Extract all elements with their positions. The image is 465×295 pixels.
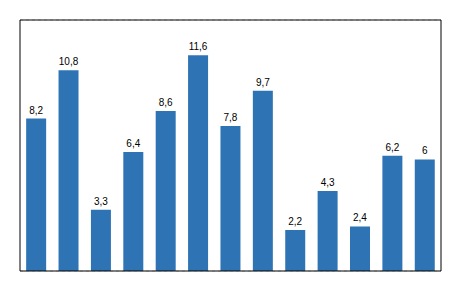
svg-text:6,2: 6,2 bbox=[385, 142, 399, 153]
svg-text:6: 6 bbox=[422, 145, 428, 156]
svg-text:7,8: 7,8 bbox=[224, 112, 238, 123]
svg-text:3,3: 3,3 bbox=[94, 196, 108, 207]
svg-text:11,6: 11,6 bbox=[189, 41, 208, 52]
svg-text:8,2: 8,2 bbox=[29, 105, 43, 116]
svg-text:8,6: 8,6 bbox=[159, 97, 173, 108]
svg-text:4,3: 4,3 bbox=[321, 177, 335, 188]
svg-text:10,8: 10,8 bbox=[59, 56, 79, 67]
svg-text:6,4: 6,4 bbox=[126, 138, 140, 149]
svg-text:2,4: 2,4 bbox=[353, 212, 367, 223]
svg-text:9,7: 9,7 bbox=[256, 77, 270, 88]
svg-text:2,2: 2,2 bbox=[288, 216, 302, 227]
